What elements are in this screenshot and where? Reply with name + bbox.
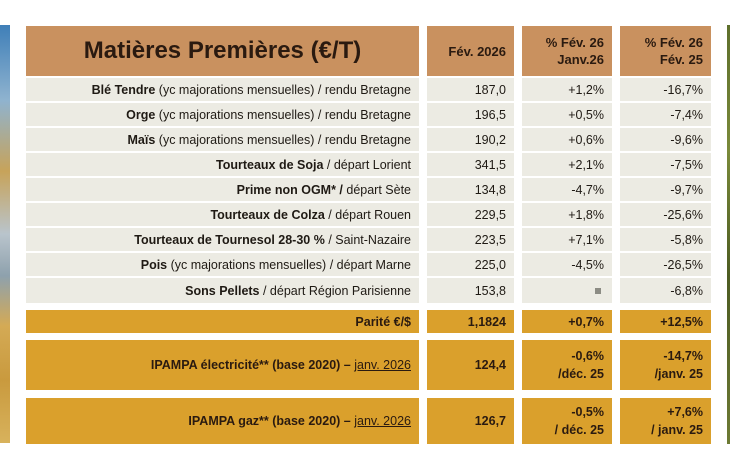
row-price: 341,5: [427, 153, 514, 176]
row-label: Pois (yc majorations mensuelles) / dépar…: [26, 253, 419, 276]
row-mom: -4,7%: [522, 178, 612, 201]
row-label: Blé Tendre (yc majorations mensuelles) /…: [26, 78, 419, 101]
row-price: 229,5: [427, 203, 514, 226]
label-date: janv. 2026: [354, 414, 411, 428]
commodity-name: Maïs: [127, 132, 156, 147]
row-mom: +0,5%: [522, 103, 612, 126]
commodity-detail: (yc majorations mensuelles) / rendu Bret…: [155, 107, 411, 122]
ipampa-gas-yoy: +7,6% / janv. 25: [620, 398, 711, 444]
row-yoy: -7,4%: [620, 103, 711, 126]
row-mom: +0,6%: [522, 128, 612, 151]
row-yoy: -26,5%: [620, 253, 711, 276]
header-yoy-line1: % Fév. 26: [644, 35, 703, 50]
row-price: 187,0: [427, 78, 514, 101]
row-mom: +2,1%: [522, 153, 612, 176]
row-price: 190,2: [427, 128, 514, 151]
row-price: 223,5: [427, 228, 514, 251]
header-price-column: Fév. 2026: [427, 26, 514, 76]
ipampa-electricity-yoy: -14,7% /janv. 25: [620, 340, 711, 390]
parity-yoy: +12,5%: [620, 310, 711, 333]
row-label: Tourteaux de Tournesol 28-30 % / Saint-N…: [26, 228, 419, 251]
mom-value: -0,6%: [571, 349, 604, 363]
commodity-name: Blé Tendre: [91, 82, 156, 97]
row-label: Tourteaux de Colza / départ Rouen: [26, 203, 419, 226]
row-price: 134,8: [427, 178, 514, 201]
commodity-name: Pois: [140, 257, 168, 272]
row-yoy: -6,8%: [620, 278, 711, 303]
commodity-detail: départ Sète: [342, 182, 411, 197]
commodity-detail: / départ Lorient: [323, 157, 411, 172]
label-main: IPAMPA gaz** (base: [188, 414, 309, 428]
row-yoy: -9,7%: [620, 178, 711, 201]
label-main: IPAMPA électricité** (base: [150, 358, 309, 372]
yoy-value: -14,7%: [663, 349, 703, 363]
unchanged-equal-icon: [595, 287, 601, 294]
row-label: Orge (yc majorations mensuelles) / rendu…: [26, 103, 419, 126]
parity-label: Parité €/$: [26, 310, 419, 333]
yoy-reference: / janv. 25: [651, 423, 703, 437]
parity-value: 1,1824: [427, 310, 514, 333]
row-price: 196,5: [427, 103, 514, 126]
row-price: 225,0: [427, 253, 514, 276]
header-mom-line2: Janv.26: [557, 52, 604, 67]
row-price: 153,8: [427, 278, 514, 303]
mom-value: -0,5%: [571, 405, 604, 419]
row-mom: +7,1%: [522, 228, 612, 251]
ipampa-electricity-value: 124,4: [427, 340, 514, 390]
ipampa-gas-value: 126,7: [427, 398, 514, 444]
commodity-detail: (yc majorations mensuelles) / départ Mar…: [167, 257, 411, 272]
label-base: 2020: [308, 358, 337, 372]
commodity-detail: (yc majorations mensuelles) / rendu Bret…: [155, 132, 411, 147]
ipampa-gas-mom: -0,5% / déc. 25: [522, 398, 612, 444]
yoy-reference: /janv. 25: [654, 367, 703, 381]
row-mom: +1,2%: [522, 78, 612, 101]
header-yoy-line2: Fév. 25: [659, 52, 703, 67]
commodity-name: Orge: [126, 107, 156, 122]
header-yoy-column: % Fév. 26 Fév. 25: [620, 26, 711, 76]
row-yoy: -16,7%: [620, 78, 711, 101]
table-title: Matières Premières (€/T): [26, 26, 419, 76]
commodity-name: Tourteaux de Colza: [210, 207, 325, 222]
label-tail: ) –: [336, 358, 355, 372]
row-label: Tourteaux de Soja / départ Lorient: [26, 153, 419, 176]
commodity-name: Tourteaux de Soja: [216, 157, 324, 172]
row-label: Prime non OGM* / départ Sète: [26, 178, 419, 201]
row-yoy: -5,8%: [620, 228, 711, 251]
commodity-detail: (yc majorations mensuelles) / rendu Bret…: [155, 82, 411, 97]
label-tail: ) –: [336, 414, 355, 428]
header-mom-column: % Fév. 26 Janv.26: [522, 26, 612, 76]
row-yoy: -25,6%: [620, 203, 711, 226]
label-date: janv. 2026: [354, 358, 411, 372]
yoy-value: +7,6%: [667, 405, 703, 419]
row-yoy: -7,5%: [620, 153, 711, 176]
commodity-detail: / Saint-Nazaire: [324, 232, 411, 247]
row-yoy: -9,6%: [620, 128, 711, 151]
mom-reference: /déc. 25: [558, 367, 604, 381]
row-mom: [522, 278, 612, 303]
commodity-detail: / départ Région Parisienne: [259, 283, 411, 298]
parity-mom: +0,7%: [522, 310, 612, 333]
ipampa-electricity-mom: -0,6% /déc. 25: [522, 340, 612, 390]
field-photo-right: [727, 25, 730, 444]
commodity-name: Tourteaux de Tournesol 28-30 %: [134, 232, 325, 247]
mom-reference: / déc. 25: [554, 423, 604, 437]
label-base: 2020: [308, 414, 337, 428]
row-label: Maïs (yc majorations mensuelles) / rendu…: [26, 128, 419, 151]
commodity-detail: / départ Rouen: [324, 207, 411, 222]
commodity-name: Prime non OGM* /: [236, 182, 343, 197]
commodity-name: Sons Pellets: [185, 283, 260, 298]
ipampa-electricity-label: IPAMPA électricité** (base 2020) – janv.…: [26, 340, 419, 390]
row-mom: -4,5%: [522, 253, 612, 276]
header-mom-line1: % Fév. 26: [545, 35, 604, 50]
row-label: Sons Pellets / départ Région Parisienne: [26, 278, 419, 303]
row-mom: +1,8%: [522, 203, 612, 226]
wheat-photo-left: [0, 25, 10, 443]
ipampa-gas-label: IPAMPA gaz** (base 2020) – janv. 2026: [26, 398, 419, 444]
